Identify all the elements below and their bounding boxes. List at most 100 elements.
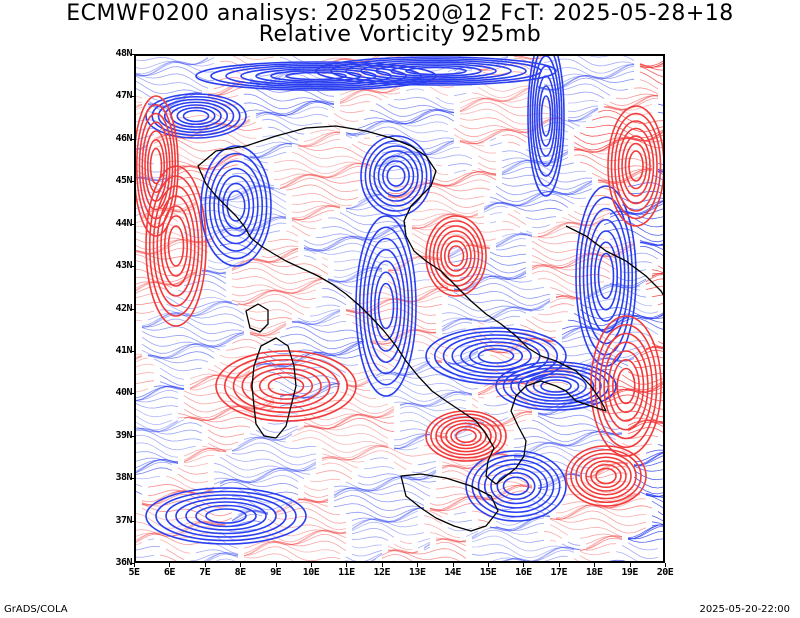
contour-segment	[243, 553, 294, 561]
vorticity-core-ring	[223, 354, 349, 418]
contour-segment	[141, 306, 245, 327]
contour-segment	[537, 220, 605, 235]
contour-segment	[501, 153, 569, 169]
contour-segment	[483, 411, 509, 416]
contour-segment	[561, 492, 641, 509]
contour-segment	[261, 425, 299, 433]
contour-segment	[657, 103, 663, 106]
contour-segment	[136, 554, 155, 558]
contour-segment	[333, 489, 425, 506]
vorticity-core-ring	[145, 93, 247, 139]
vorticity-core-ring	[250, 367, 322, 405]
contour-segment	[537, 83, 611, 96]
contour-segment	[393, 447, 419, 451]
contour-segment	[537, 221, 599, 238]
contour-segment	[567, 212, 611, 223]
contour-segment	[225, 528, 257, 533]
vorticity-core-ring	[455, 428, 477, 444]
contour-segment	[597, 110, 663, 124]
contour-segment	[417, 541, 431, 549]
vorticity-core-ring	[213, 167, 259, 245]
contour-segment	[351, 507, 425, 523]
contour-segment	[441, 271, 455, 278]
contour-segment	[303, 230, 407, 251]
contour-segment	[555, 295, 581, 300]
contour-segment	[483, 199, 569, 210]
lat-tick	[130, 54, 134, 55]
vorticity-core-ring	[595, 467, 617, 485]
contour-segment	[507, 213, 527, 225]
contour-segment	[417, 538, 431, 543]
contour-segment	[267, 518, 347, 534]
contour-segment	[608, 559, 626, 561]
lat-tick	[130, 223, 134, 225]
contour-segment	[351, 536, 389, 541]
vorticity-core-ring	[598, 332, 654, 440]
contour-segment	[549, 524, 569, 536]
contour-segment	[477, 162, 497, 170]
lat-label: 41N	[115, 344, 132, 356]
contour-segment	[351, 369, 383, 375]
contour-segment	[141, 330, 245, 347]
contour-segment	[453, 283, 551, 299]
contour-segment	[375, 560, 376, 561]
contour-segment	[633, 483, 663, 495]
contour-segment	[136, 104, 143, 108]
contour-segment	[309, 406, 395, 418]
vorticity-core-ring	[222, 182, 250, 230]
contour-segment	[399, 411, 479, 428]
contour-segment	[136, 427, 203, 435]
vorticity-core-ring	[382, 160, 410, 192]
contour-segment	[141, 334, 245, 354]
contour-segment	[261, 365, 341, 383]
contour-segment	[267, 525, 347, 537]
contour-segment	[423, 509, 443, 518]
vorticity-core-ring	[440, 419, 492, 453]
contour-segment	[435, 541, 467, 552]
contour-segment	[495, 233, 533, 247]
contour-segment	[343, 560, 351, 561]
contour-segment	[375, 153, 431, 167]
contour-segment	[177, 405, 275, 421]
vorticity-core-ring	[386, 165, 406, 187]
contour-segment	[609, 377, 663, 391]
contour-segment	[261, 135, 293, 143]
vorticity-core-ring	[366, 248, 406, 364]
contour-segment	[555, 494, 641, 514]
contour-segment	[411, 213, 479, 221]
contour-segment	[351, 544, 383, 549]
contour-segment	[393, 372, 479, 390]
contour-segment	[621, 269, 647, 274]
contour-segment	[291, 220, 317, 230]
contour-segment	[206, 551, 239, 561]
contour-segment	[435, 537, 467, 543]
vorticity-core-ring	[517, 370, 595, 402]
contour-segment	[136, 212, 143, 216]
contour-segment	[531, 222, 599, 238]
vorticity-core-ring	[594, 323, 658, 449]
contour-segment	[249, 322, 287, 335]
contour-segment	[141, 493, 233, 508]
vorticity-core-ring	[345, 59, 527, 83]
contour-segment	[141, 311, 245, 328]
contour-segment	[345, 373, 377, 382]
contour-segment	[213, 251, 251, 256]
contour-segment	[136, 442, 179, 458]
contour-segment	[579, 533, 623, 540]
contour-segment	[291, 200, 341, 209]
contour-segment	[357, 194, 382, 203]
contour-segment	[489, 523, 545, 531]
contour-segment	[183, 390, 275, 407]
contour-segment	[531, 258, 617, 270]
contour-segment	[645, 285, 663, 290]
contour-segment	[261, 118, 305, 135]
contour-segment	[215, 558, 235, 561]
contour-segment	[429, 507, 449, 515]
contour-segment	[136, 457, 179, 464]
contour-segment	[495, 181, 593, 196]
contour-segment	[136, 104, 143, 109]
contour-segment	[147, 351, 215, 359]
contour-segment	[159, 300, 233, 317]
contour-segment	[136, 272, 197, 286]
contour-segment	[345, 379, 371, 388]
